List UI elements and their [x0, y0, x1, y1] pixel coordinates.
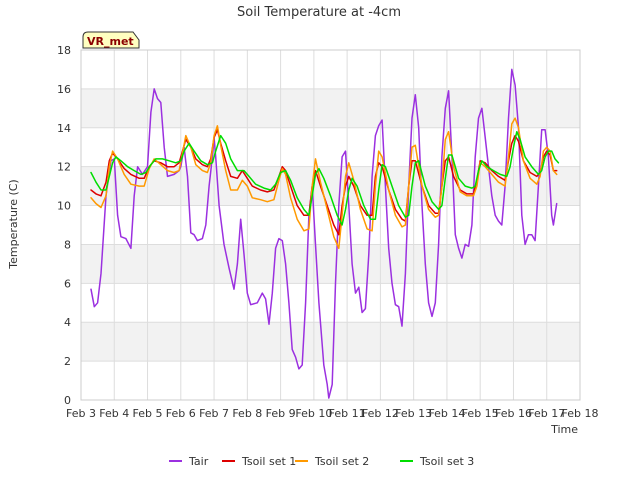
x-tick-label: Feb 4 [99, 407, 129, 420]
background-band [81, 244, 580, 284]
y-tick-label: 12 [57, 161, 71, 174]
x-tick-label: Feb 7 [199, 407, 229, 420]
y-tick-label: 18 [57, 44, 71, 57]
background-band [81, 50, 580, 89]
series-line-tsoil-set-1 [90, 128, 558, 236]
x-tick-label: Feb 6 [166, 407, 196, 420]
x-tick-label: Feb 5 [133, 407, 163, 420]
x-tick-label: Feb 3 [66, 407, 96, 420]
y-tick-label: 6 [64, 277, 71, 290]
plot-frame [80, 49, 581, 401]
x-tick-label: Feb 15 [462, 407, 499, 420]
x-tick-label: Feb 13 [395, 407, 432, 420]
y-tick-label: 14 [57, 122, 71, 135]
y-axis-ticks: 0 2 4 6 8 10 12 14 16 18 [57, 44, 71, 407]
legend-label-tsoil-set-3: Tsoil set 3 [419, 455, 474, 468]
station-badge-label: VR_met [87, 35, 134, 48]
x-tick-label: Feb 14 [428, 407, 465, 420]
legend-label-tsoil-set-2: Tsoil set 2 [314, 455, 369, 468]
series-lines [90, 68, 560, 399]
legend: Tair Tsoil set 1 Tsoil set 2 Tsoil set 3 [169, 455, 474, 468]
x-axis-label: Time [550, 423, 578, 436]
y-tick-label: 4 [64, 316, 71, 329]
x-tick-label: Feb 12 [362, 407, 399, 420]
y-axis-label: Temperature (C) [7, 179, 20, 269]
x-tick-label: Feb 9 [266, 407, 296, 420]
background-band [81, 88, 580, 128]
y-tick-label: 2 [64, 355, 71, 368]
x-tick-label: Feb 17 [528, 407, 565, 420]
legend-label-tair: Tair [188, 455, 209, 468]
y-tick-label: 16 [57, 83, 71, 96]
y-tick-label: 0 [64, 394, 71, 407]
series-line-tsoil-set-2 [90, 117, 558, 250]
legend-label-tsoil-set-1: Tsoil set 1 [241, 455, 296, 468]
x-tick-label: Feb 8 [232, 407, 262, 420]
station-badge: VR_met [82, 31, 140, 49]
x-tick-label: Feb 16 [495, 407, 532, 420]
y-tick-label: 10 [57, 200, 71, 213]
series-line-tsoil-set-3 [90, 130, 560, 226]
x-tick-label: Feb 11 [329, 407, 366, 420]
background-band [81, 322, 580, 362]
y-tick-label: 8 [64, 238, 71, 251]
x-tick-label: Feb 10 [295, 407, 332, 420]
x-axis-ticks: Feb 3 Feb 4 Feb 5 Feb 6 Feb 7 Feb 8 Feb 9 Feb 1… [66, 407, 598, 420]
background-band [81, 283, 580, 323]
chart-title: Soil Temperature at -4cm [237, 5, 401, 20]
x-tick-label: Feb 18 [562, 407, 599, 420]
